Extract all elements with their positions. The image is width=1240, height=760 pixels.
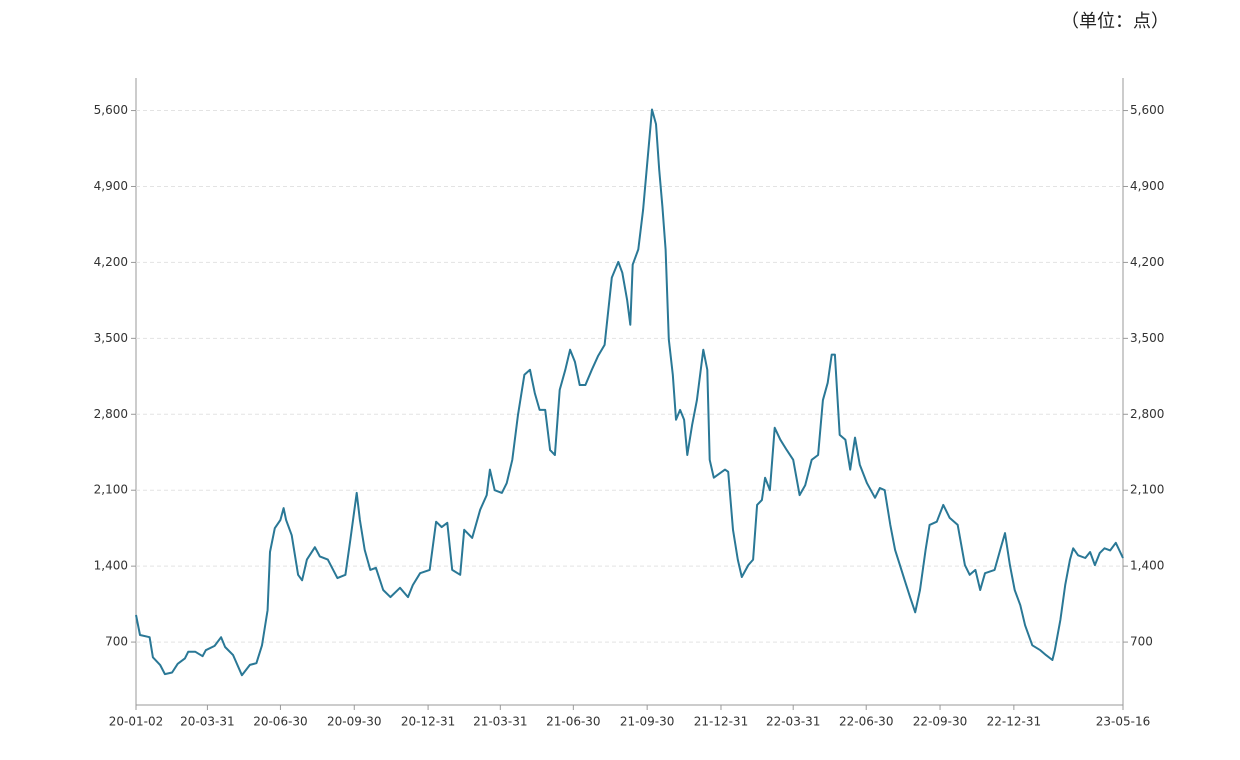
y2-tick-label: 2,800: [1130, 407, 1164, 421]
x-tick-label: 22-03-31: [766, 715, 820, 729]
y-tick-label: 3,500: [94, 331, 128, 345]
x-tick-label: 22-09-30: [913, 715, 967, 729]
y-tick-label: 1,400: [94, 559, 128, 573]
y2-tick-label: 3,500: [1130, 331, 1164, 345]
y-tick-label: 2,100: [94, 483, 128, 497]
x-tick-label: 21-06-30: [546, 715, 600, 729]
unit-label: （单位：点）: [1061, 11, 1169, 32]
y-tick-label: 4,900: [94, 179, 128, 193]
x-tick-label: 21-12-31: [694, 715, 748, 729]
x-tick-label: 20-09-30: [327, 715, 381, 729]
x-tick-label: 20-12-31: [401, 715, 455, 729]
x-tick-label: 21-09-30: [620, 715, 674, 729]
x-tick-label: 20-06-30: [253, 715, 307, 729]
y2-tick-label: 2,100: [1130, 483, 1164, 497]
y2-tick-label: 1,400: [1130, 559, 1164, 573]
y2-tick-label: 700: [1130, 635, 1153, 649]
x-tick-label: 20-03-31: [180, 715, 234, 729]
x-tick-label: 22-12-31: [987, 715, 1041, 729]
x-tick-label: 23-05-16: [1096, 715, 1150, 729]
x-tick-label: 21-03-31: [473, 715, 527, 729]
y-tick-label: 4,200: [94, 255, 128, 269]
y-tick-label: 5,600: [94, 103, 128, 117]
x-tick-label: 20-01-02: [109, 715, 163, 729]
x-tick-label: 22-06-30: [839, 715, 893, 729]
y-tick-label: 700: [105, 635, 128, 649]
y2-tick-label: 4,200: [1130, 255, 1164, 269]
y2-tick-label: 4,900: [1130, 179, 1164, 193]
y2-tick-label: 5,600: [1130, 103, 1164, 117]
line-series: [135, 108, 1124, 677]
y-tick-label: 2,800: [94, 407, 128, 421]
